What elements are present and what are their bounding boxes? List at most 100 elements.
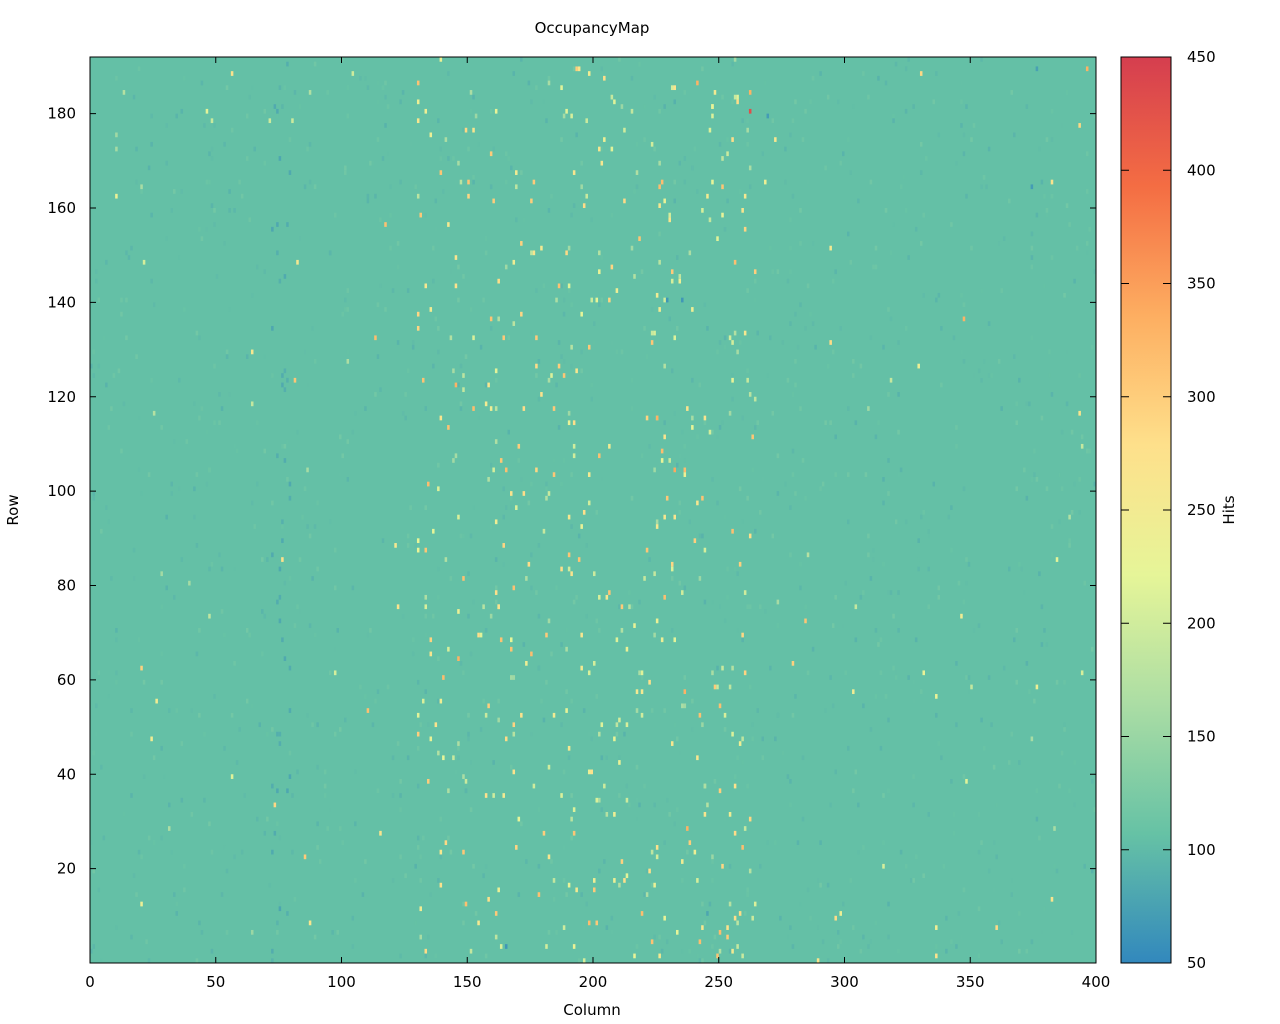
heatmap-cell (361, 892, 365, 897)
heatmap-cell (630, 495, 634, 501)
heatmap-cell (560, 566, 563, 572)
heatmap-cell (799, 585, 802, 591)
heatmap-cell (806, 179, 810, 185)
heatmap-cell (794, 382, 797, 388)
heatmap-cell (706, 802, 709, 808)
heatmap-cell (565, 892, 568, 897)
heatmap-cell (437, 118, 440, 124)
heatmap-cell (532, 783, 536, 789)
heatmap-cell (457, 755, 460, 761)
heatmap-cell (887, 491, 890, 496)
heatmap-cell (218, 552, 221, 558)
heatmap-cell (1050, 552, 1054, 558)
heatmap-cell (1038, 835, 1041, 841)
heatmap-cell (424, 594, 428, 600)
heatmap-cell (708, 217, 712, 223)
y-tick-label: 140 (47, 293, 76, 311)
heatmap-cell (545, 679, 548, 685)
heatmap-cell (213, 363, 216, 369)
heatmap-cell (399, 179, 402, 185)
heatmap-cell (786, 377, 790, 383)
heatmap-cell (484, 250, 488, 256)
heatmap-cell (723, 226, 727, 232)
heatmap-cell (663, 297, 666, 303)
heatmap-cell (502, 561, 505, 567)
heatmap-cell (585, 193, 588, 199)
x-tick-label: 250 (704, 973, 733, 991)
heatmap-cell (452, 458, 455, 463)
heatmap-cell (208, 566, 211, 572)
heatmap-cell (248, 94, 251, 100)
heatmap-cell (303, 486, 307, 492)
heatmap-cell (799, 944, 802, 949)
heatmap-cell (379, 387, 382, 393)
heatmap-cell (1043, 906, 1046, 912)
heatmap-cell (429, 736, 433, 742)
heatmap-cell (535, 335, 538, 341)
heatmap-cell (645, 354, 649, 359)
heatmap-cell (107, 694, 111, 699)
heatmap-cell (555, 382, 558, 388)
heatmap-cell (391, 288, 395, 293)
heatmap-cell (831, 349, 835, 355)
heatmap-cell (183, 75, 186, 81)
heatmap-cell (1068, 788, 1071, 794)
heatmap-cell (399, 953, 402, 959)
heatmap-cell (987, 373, 991, 378)
heatmap-cell (764, 179, 767, 185)
heatmap-cell (479, 344, 483, 350)
heatmap-cell (306, 524, 309, 529)
heatmap-cell (718, 929, 722, 935)
heatmap-cell (623, 127, 626, 133)
heatmap-cell (515, 217, 518, 223)
heatmap-cell (962, 359, 966, 364)
heatmap-cell (404, 392, 407, 397)
heatmap-cell (570, 835, 573, 841)
heatmap-cell (462, 127, 465, 133)
heatmap-cell (130, 793, 133, 798)
heatmap-cell (281, 443, 284, 449)
heatmap-cell (432, 363, 435, 369)
heatmap-cell (620, 349, 624, 355)
heatmap-cell (95, 278, 98, 284)
heatmap-cell (439, 849, 443, 855)
heatmap-cell (980, 377, 983, 383)
heatmap-cell (432, 245, 435, 251)
heatmap-cell (887, 934, 890, 940)
heatmap-cell (195, 472, 199, 477)
heatmap-cell (535, 373, 538, 378)
heatmap-cell (1078, 476, 1081, 482)
heatmap-cell (497, 278, 500, 284)
y-axis-label: Row (4, 494, 22, 525)
heatmap-cell (570, 344, 573, 350)
heatmap-cell (499, 944, 503, 949)
heatmap-cell (723, 514, 727, 520)
heatmap-cell (530, 585, 533, 591)
heatmap-cell (150, 212, 153, 218)
heatmap-cell (1000, 212, 1003, 218)
heatmap-cell (731, 99, 734, 105)
heatmap-cell (140, 901, 143, 907)
heatmap-cell (276, 920, 279, 926)
heatmap-cell (701, 958, 704, 963)
heatmap-cell (228, 189, 231, 194)
heatmap-cell (673, 335, 676, 341)
heatmap-cell (537, 665, 541, 671)
heatmap-cell (180, 797, 184, 803)
heatmap-cell (555, 585, 558, 591)
heatmap-cell (137, 637, 141, 643)
heatmap-cell (758, 510, 762, 515)
heatmap-cell (990, 373, 993, 378)
heatmap-cell (1070, 429, 1074, 435)
heatmap-cell (92, 373, 96, 378)
heatmap-cell (288, 137, 292, 142)
heatmap-cell (698, 576, 702, 581)
heatmap-cell (411, 637, 415, 643)
heatmap-cell (459, 179, 463, 185)
heatmap-cell (462, 373, 465, 378)
heatmap-cell (887, 392, 890, 397)
heatmap-cell (776, 491, 780, 496)
heatmap-cell (857, 802, 860, 808)
heatmap-cell (758, 863, 762, 869)
heatmap-cell (542, 830, 546, 836)
